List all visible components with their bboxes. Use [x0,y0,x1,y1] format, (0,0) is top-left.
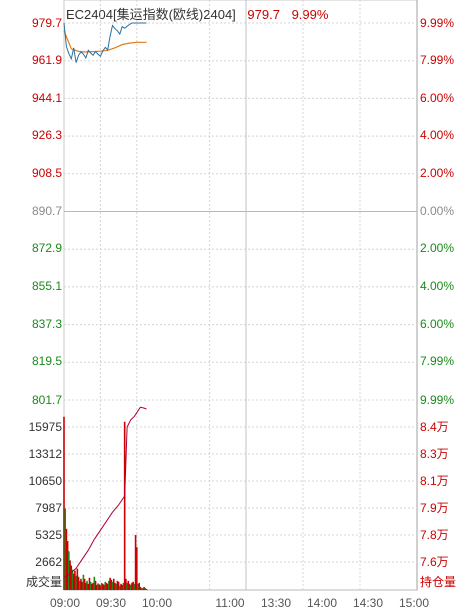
price-label: 837.3 [31,317,62,331]
pct-label: 0.00% [420,204,455,218]
pct-label: 7.99% [420,53,455,67]
oi-label: 8.1万 [420,474,449,488]
symbol-header: EC2404[集运指数(欧线)2404] 979.7 9.99% [66,4,328,23]
price-label: 819.5 [31,354,62,368]
time-label: 10:00 [141,596,173,610]
price-label: 801.7 [31,393,62,407]
pct-label: 7.99% [420,354,455,368]
pct-label: 2.00% [420,241,455,255]
time-label: 14:30 [352,596,384,610]
pct-label: 2.00% [420,166,455,180]
average-price-line [63,30,147,53]
pct-label: 9.99% [420,393,455,407]
volume-label: 5325 [35,528,62,542]
volume-label: 7987 [35,501,62,515]
time-label: 15:00 [398,596,430,610]
volume-footer: 成交量 [25,575,62,589]
price-label: 961.9 [31,53,62,67]
volume-label: 13312 [28,447,62,461]
pct-label: 6.00% [420,317,455,331]
oi-footer: 持仓量 [420,575,457,589]
time-label: 13:30 [260,596,292,610]
volume-label: 15975 [28,420,62,434]
chart-frame [63,0,418,591]
oi-label: 8.3万 [420,447,449,461]
time-label: 09:30 [95,596,127,610]
price-label: 890.7 [31,204,62,218]
change-percent: 9.99% [291,7,329,22]
oi-label: 7.9万 [420,501,449,515]
pct-label: 4.00% [420,128,455,142]
symbol-title: EC2404[集运指数(欧线)2404] [66,7,236,22]
price-label: 872.9 [31,241,62,255]
price-line [63,22,147,63]
price-label: 926.3 [31,128,62,142]
time-label: 14:00 [306,596,338,610]
price-label: 979.7 [31,16,62,30]
price-label: 908.5 [31,166,62,180]
oi-label: 8.4万 [420,420,449,434]
last-price: 979.7 [247,7,280,22]
price-label: 944.1 [31,91,62,105]
volume-label: 10650 [28,474,62,488]
time-label: 09:00 [49,596,81,610]
oi-label: 7.6万 [420,555,449,569]
open-interest-line [63,406,147,578]
time-label: 11:00 [215,596,245,610]
price-label: 855.1 [31,279,62,293]
volume-label: 2662 [35,555,62,569]
pct-label: 6.00% [420,91,455,105]
pct-label: 9.99% [420,16,455,30]
pct-label: 4.00% [420,279,455,293]
oi-label: 7.8万 [420,528,449,542]
